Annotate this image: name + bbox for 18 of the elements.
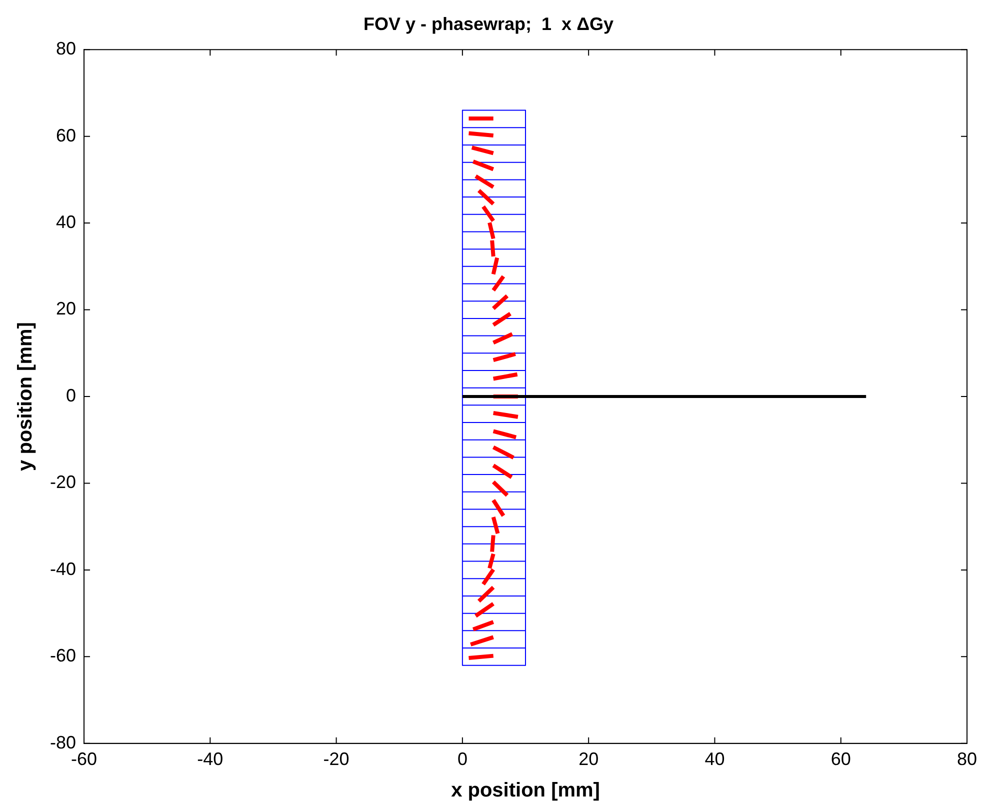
y-tick-label: 80: [56, 38, 76, 59]
x-tick-label: 20: [578, 749, 599, 770]
x-tick-label: 0: [457, 749, 468, 770]
x-axis-title: x position [mm]: [451, 780, 600, 802]
x-tick-label: 80: [956, 749, 978, 770]
y-tick-label: 60: [56, 125, 76, 146]
y-tick-label: -40: [50, 558, 76, 579]
y-tick-label: 40: [56, 212, 76, 232]
x-tick-label: -40: [197, 749, 224, 770]
x-tick-label: 60: [830, 749, 851, 770]
y-tick-label: -60: [50, 646, 76, 666]
y-tick-label: 20: [56, 298, 76, 319]
y-tick-label: 0: [66, 385, 76, 406]
chart-title: FOV y - phasewrap; 1 x ΔGy: [363, 14, 614, 34]
y-axis-title: y position [mm]: [14, 322, 37, 471]
y-tick-label: -20: [50, 472, 76, 492]
x-tick-label: 40: [704, 749, 725, 770]
x-tick-label: -20: [323, 749, 350, 770]
